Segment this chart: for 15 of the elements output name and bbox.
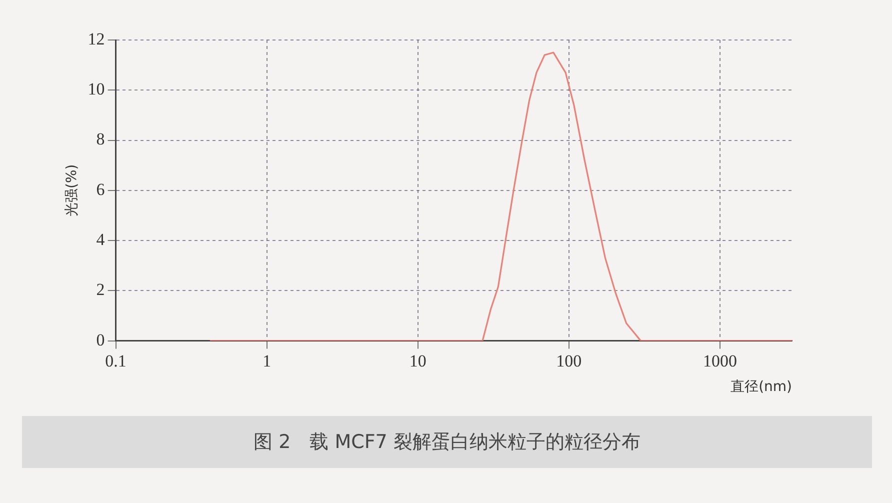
y-tick-label: 4	[96, 230, 106, 249]
x-tick-label: 10	[409, 351, 426, 370]
y-axis-title: 光强(%)	[64, 164, 80, 217]
caption: 图 2 载 MCF7 裂解蛋白纳米粒子的粒径分布	[22, 416, 872, 468]
y-tick-label: 0	[96, 330, 105, 350]
y-tick-label: 10	[88, 80, 105, 99]
y-tick-label: 8	[96, 130, 105, 149]
x-tick-label: 1000	[702, 351, 737, 370]
x-axis-title: 直径(nm)	[730, 379, 792, 396]
x-tick-label: 0.1	[105, 351, 126, 370]
y-tick-label: 6	[96, 180, 105, 199]
y-tick-label: 2	[96, 280, 105, 300]
x-tick-label: 1	[262, 351, 272, 370]
x-tick-label: 100	[556, 351, 582, 370]
y-tick-label: 12	[88, 29, 105, 48]
